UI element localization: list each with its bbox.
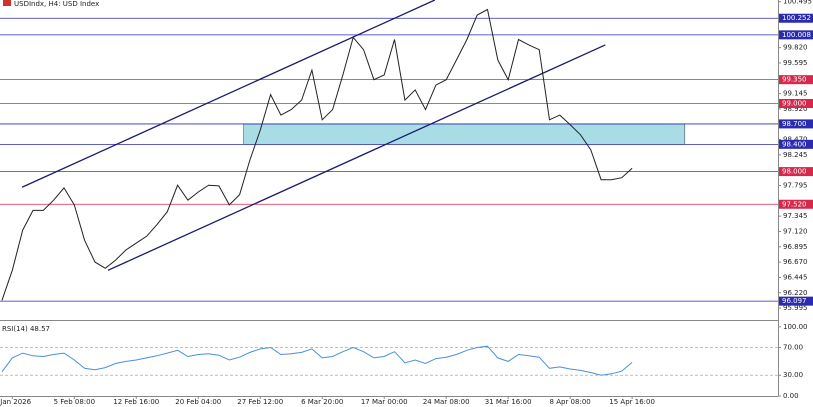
- level-label: 98.400: [782, 140, 807, 148]
- y-tick-label: 97.795: [783, 182, 808, 190]
- level-label: 98.700: [782, 120, 807, 128]
- trendline: [21, 0, 436, 188]
- trendline: [107, 44, 606, 271]
- y-tick-label: 98.470: [783, 136, 808, 144]
- level-label-box: [779, 139, 813, 149]
- x-tick-label: 5 Feb 08:00: [54, 398, 95, 406]
- level-label: 98.000: [782, 168, 807, 176]
- y-tick-label: 98.245: [783, 151, 808, 159]
- level-label: 97.520: [782, 200, 807, 208]
- y-tick-label: 97.120: [783, 227, 808, 235]
- y-tick-label: 70.00: [783, 344, 803, 352]
- level-label-box: [779, 13, 813, 23]
- x-tick-label: 8 Apr 08:00: [550, 398, 591, 406]
- y-tick-label: 97.345: [783, 212, 808, 220]
- y-tick-label: 30.00: [783, 371, 803, 379]
- symbol-icon: [3, 0, 11, 6]
- x-tick-label: 15 Apr 16:00: [609, 398, 655, 406]
- level-label-box: [779, 75, 813, 85]
- y-tick-label: 96.220: [783, 289, 808, 297]
- x-tick-label: 27 Feb 12:00: [237, 398, 283, 406]
- y-tick-label: 0.00: [783, 392, 799, 400]
- x-tick-label: 9 Jan 2026: [0, 398, 32, 406]
- level-label-box: [779, 30, 813, 40]
- series-line: [1, 8, 633, 301]
- level-label-box: [779, 199, 813, 209]
- y-tick-label: 99.820: [783, 44, 808, 52]
- x-tick-label: 17 Mar 00:00: [361, 398, 408, 406]
- chart-title: USDIndx, H4: USD Index: [14, 0, 99, 8]
- level-label-box: [779, 119, 813, 129]
- x-tick-label: 20 Feb 04:00: [175, 398, 221, 406]
- series-line: [1, 345, 633, 376]
- y-tick-label: 96.445: [783, 273, 808, 281]
- y-tick-label: 96.670: [783, 258, 808, 266]
- level-label-box: [779, 167, 813, 177]
- level-label: 100.008: [782, 31, 811, 39]
- rsi-title: RSI(14) 48.57: [2, 325, 50, 333]
- x-tick-label: 24 Mar 08:00: [423, 398, 470, 406]
- y-tick-label: 99.145: [783, 90, 808, 98]
- x-tick-label: 31 Mar 16:00: [485, 398, 532, 406]
- y-tick-label: 95.995: [783, 304, 808, 312]
- level-label: 100.252: [782, 14, 811, 22]
- x-tick-label: 12 Feb 16:00: [113, 398, 159, 406]
- y-tick-label: 99.595: [783, 59, 808, 67]
- x-tick-label: 6 Mar 20:00: [301, 398, 343, 406]
- level-label: 99.350: [782, 76, 807, 84]
- y-tick-label: 100.00: [783, 323, 808, 331]
- y-tick-label: 98.920: [783, 105, 808, 113]
- zone: [243, 123, 686, 145]
- level-label-box: [779, 98, 813, 108]
- y-tick-label: 100.495: [783, 0, 812, 6]
- level-label: 96.097: [782, 297, 807, 305]
- y-tick-label: 96.895: [783, 243, 808, 251]
- level-label: 99.000: [782, 99, 807, 107]
- level-label-box: [779, 296, 813, 306]
